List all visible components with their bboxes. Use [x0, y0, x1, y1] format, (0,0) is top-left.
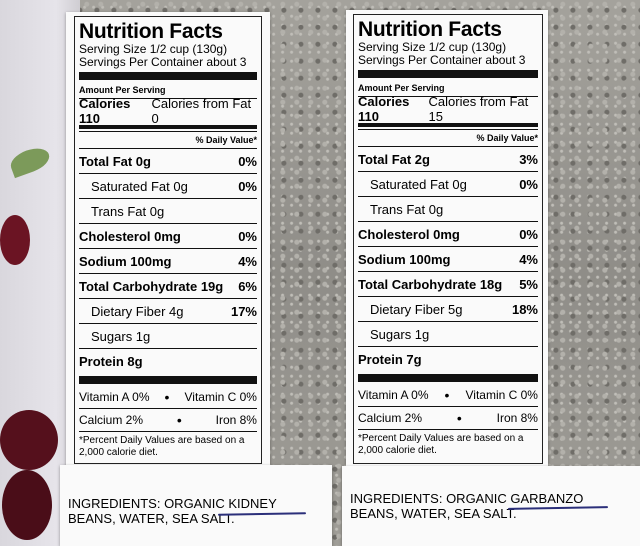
mineral-row: Calcium 2% • Iron 8% — [79, 408, 257, 431]
nutrient-label: Cholesterol 0mg — [79, 228, 181, 244]
nutrient-label: Trans Fat 0g — [370, 201, 444, 217]
amount-per-serving: Amount Per Serving — [79, 85, 166, 95]
nutrient-row: Trans Fat 0g — [79, 198, 257, 223]
nutrient-row: Total Fat 2g 3% — [358, 146, 538, 171]
leaf-decoration — [7, 143, 53, 179]
nutrient-row: Sugars 1g — [79, 323, 257, 348]
divider — [79, 376, 257, 384]
nutrient-row: Sodium 100mg 4% — [79, 248, 257, 273]
vitamin-a: Vitamin A 0% — [79, 390, 150, 404]
calories-row: Calories 110 Calories from Fat 0 — [79, 96, 257, 126]
nutrient-dv: 0% — [238, 228, 257, 244]
nutrient-label: Sugars 1g — [370, 326, 430, 342]
nutrient-dv: 4% — [238, 253, 257, 269]
nutrient-label: Total Carbohydrate 19g — [79, 278, 224, 294]
nutrition-title: Nutrition Facts — [79, 20, 223, 43]
nutrient-label: Protein 8g — [79, 353, 143, 369]
iron: Iron 8% — [496, 411, 538, 425]
nutrient-dv: 0% — [238, 153, 257, 169]
ingredients-text: INGREDIENTS: ORGANIC GARBANZO BEANS, WAT… — [350, 491, 584, 521]
nutrient-label: Cholesterol 0mg — [358, 226, 460, 242]
bullet-icon: • — [164, 389, 170, 405]
iron: Iron 8% — [215, 413, 257, 427]
nutrient-label: Protein 7g — [358, 351, 422, 367]
bean-image — [0, 410, 58, 470]
nutrient-label: Total Fat 2g — [358, 151, 430, 167]
nutrient-row: Protein 7g — [358, 346, 538, 371]
serving-size: Serving Size 1/2 cup (130g) — [358, 40, 507, 54]
nutrient-label: Sugars 1g — [91, 328, 151, 344]
right-ingredients-paper — [342, 466, 640, 546]
amount-per-serving: Amount Per Serving — [358, 83, 445, 93]
calories-from-fat: Calories from Fat 0 — [151, 96, 252, 126]
nutrient-row: Dietary Fiber 4g 17% — [79, 298, 257, 323]
nutrient-dv: 0% — [519, 226, 538, 242]
nutrient-label: Trans Fat 0g — [91, 203, 165, 219]
servings-per-container: Servings Per Container about 3 — [358, 53, 526, 67]
bullet-icon: • — [456, 410, 462, 426]
nutrient-label: Total Fat 0g — [79, 153, 151, 169]
nutrient-row: Trans Fat 0g — [358, 196, 538, 221]
divider — [358, 123, 538, 127]
vitamin-row: Vitamin A 0% • Vitamin C 0% — [79, 386, 257, 408]
daily-value-header: % Daily Value* — [79, 131, 257, 148]
left-nutrition-panel: Nutrition Facts Serving Size 1/2 cup (13… — [74, 16, 262, 464]
nutrient-row: Total Carbohydrate 19g 6% — [79, 273, 257, 298]
footnote: *Percent Daily Values are based on a 2,0… — [358, 429, 538, 457]
calories-from-fat: Calories from Fat 15 — [428, 94, 529, 124]
divider — [358, 70, 538, 78]
calories-row: Calories 110 Calories from Fat 15 — [358, 94, 538, 124]
daily-value-header: % Daily Value* — [358, 129, 538, 146]
nutrient-dv: 4% — [519, 251, 538, 267]
vitamin-c: Vitamin C 0% — [184, 390, 257, 404]
mineral-row: Calcium 2% • Iron 8% — [358, 406, 538, 429]
nutrient-row: Cholesterol 0mg 0% — [358, 221, 538, 246]
nutrient-dv: 17% — [230, 303, 257, 319]
nutrient-dv: 0% — [519, 176, 538, 192]
nutrient-row: Saturated Fat 0g 0% — [358, 171, 538, 196]
nutrient-dv: 5% — [519, 276, 538, 292]
calcium: Calcium 2% — [358, 411, 423, 425]
bean-image — [2, 470, 52, 540]
nutrient-dv: 3% — [519, 151, 538, 167]
right-nutrition-panel: Nutrition Facts Serving Size 1/2 cup (13… — [353, 14, 543, 464]
nutrient-row: Cholesterol 0mg 0% — [79, 223, 257, 248]
nutrient-label: Dietary Fiber 4g — [91, 303, 184, 319]
calories: Calories 110 — [79, 96, 131, 126]
nutrient-label: Saturated Fat 0g — [370, 176, 467, 192]
nutrient-row: Total Carbohydrate 18g 5% — [358, 271, 538, 296]
servings-per-container: Servings Per Container about 3 — [79, 55, 247, 69]
nutrient-label: Total Carbohydrate 18g — [358, 276, 503, 292]
vitamin-c: Vitamin C 0% — [465, 388, 538, 402]
nutrient-row: Dietary Fiber 5g 18% — [358, 296, 538, 321]
bullet-icon: • — [176, 412, 182, 428]
bullet-icon: • — [444, 387, 450, 403]
nutrient-dv: 0% — [238, 178, 257, 194]
footnote: *Percent Daily Values are based on a 2,0… — [79, 431, 257, 459]
serving-size: Serving Size 1/2 cup (130g) — [79, 42, 228, 56]
vitamin-a: Vitamin A 0% — [358, 388, 429, 402]
ingredients-text: INGREDIENTS: ORGANIC KIDNEY BEANS, WATER… — [68, 496, 277, 526]
nutrition-title: Nutrition Facts — [358, 18, 502, 41]
nutrient-row: Protein 8g — [79, 348, 257, 373]
divider — [79, 125, 257, 129]
nutrient-row: Total Fat 0g 0% — [79, 148, 257, 173]
left-ingredients-paper — [60, 465, 332, 546]
nutrient-dv: 6% — [238, 278, 257, 294]
divider — [79, 72, 257, 80]
nutrient-dv: 18% — [511, 301, 538, 317]
nutrient-row: Sugars 1g — [358, 321, 538, 346]
nutrient-row: Sodium 100mg 4% — [358, 246, 538, 271]
nutrient-label: Sodium 100mg — [358, 251, 451, 267]
nutrient-label: Sodium 100mg — [79, 253, 172, 269]
bean-image — [0, 215, 30, 265]
nutrient-row: Saturated Fat 0g 0% — [79, 173, 257, 198]
divider — [358, 374, 538, 382]
nutrient-label: Dietary Fiber 5g — [370, 301, 463, 317]
vitamin-row: Vitamin A 0% • Vitamin C 0% — [358, 384, 538, 406]
nutrient-label: Saturated Fat 0g — [91, 178, 188, 194]
calories: Calories 110 — [358, 94, 410, 124]
calcium: Calcium 2% — [79, 413, 144, 427]
